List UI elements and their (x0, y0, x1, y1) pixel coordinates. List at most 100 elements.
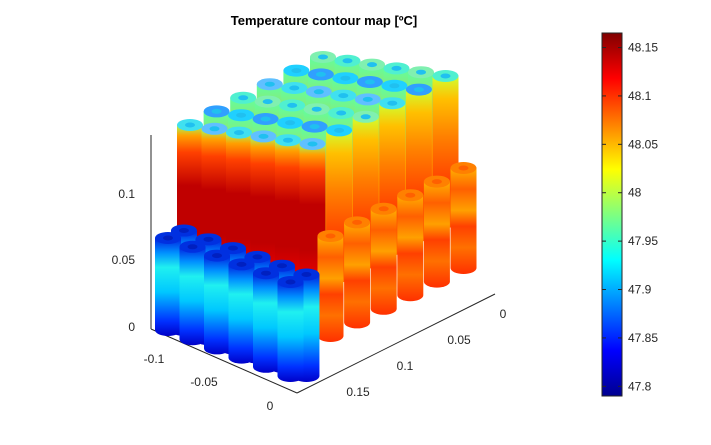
colorbar-ticks: 48.15 48.1 48.05 48 47.95 47.9 47.85 47.8 (602, 41, 658, 393)
cylinder (155, 232, 181, 336)
cylinder (423, 175, 450, 288)
cylinder-body (253, 273, 279, 373)
cylinder-cap-hole (391, 65, 402, 71)
cylinder-cap-hole (252, 254, 263, 260)
cylinder-cap-hole (307, 141, 318, 147)
cylinder (204, 249, 230, 355)
x-tick-label: -0.1 (144, 352, 165, 366)
cylinder (397, 189, 424, 302)
colorbar-tick-label: 47.8 (628, 379, 652, 393)
cylinder-cap-hole (352, 219, 363, 225)
cylinder-cap-hole (291, 68, 302, 74)
colorbar: 48.15 48.1 48.05 48 47.95 47.9 47.85 47.8 (601, 32, 658, 397)
cylinder (277, 276, 304, 382)
cylinder-cap-hole (211, 108, 222, 114)
x-axis-ticks: -0.1 -0.05 0 (144, 352, 274, 413)
cylinder (450, 162, 477, 274)
cylinder-cap-hole (416, 69, 426, 75)
cylinder-cap-hole (283, 137, 293, 143)
cylinder-body (275, 140, 301, 293)
cylinder-cap-hole (336, 110, 347, 116)
cylinder-array (155, 51, 477, 382)
y-tick-label: 0.05 (447, 333, 471, 347)
cylinder-body (155, 238, 181, 336)
cylinder-cap-hole (309, 124, 320, 130)
x-tick-label: -0.05 (190, 375, 218, 389)
cylinder-cap-hole (440, 73, 451, 79)
cylinder-cap-hole (203, 236, 214, 242)
cylinder-cap-hole (236, 112, 247, 118)
cylinder-cap-hole (342, 58, 353, 64)
cylinder-cap-hole (458, 165, 469, 171)
y-tick-label: 0 (500, 307, 507, 321)
cylinder-cap-hole (285, 120, 296, 126)
cylinder-cap-hole (378, 206, 389, 212)
cylinder-body (344, 222, 371, 329)
colorbar-tick-label: 47.85 (628, 331, 658, 345)
z-axis-ticks: 0.1 0.05 0 (112, 187, 136, 334)
cylinder-cap-hole (227, 245, 238, 251)
z-tick-label: 0.05 (112, 253, 136, 267)
cylinder-cap-hole (413, 87, 424, 93)
cylinder-cap-hole (185, 122, 195, 128)
y-axis-ticks: 0 0.05 0.1 0.15 (346, 307, 506, 399)
cylinder-cap-hole (262, 99, 273, 105)
cylinder-cap-hole (289, 85, 300, 91)
colorbar-tick-label: 48 (628, 186, 642, 200)
z-tick-label: 0.1 (118, 187, 135, 201)
cylinder-cap-hole (285, 279, 296, 285)
cylinder-cap-hole (311, 106, 322, 112)
cylinder-cap-hole (258, 133, 269, 139)
cylinder (228, 258, 255, 364)
cylinder-body (370, 208, 397, 315)
cylinder-body (317, 236, 344, 342)
x-tick-label: 0 (267, 399, 274, 413)
cylinder-body (450, 168, 477, 274)
cylinder-cap-hole (260, 116, 271, 122)
x-axis-line (150, 328, 298, 394)
colorbar-tick-label: 48.05 (628, 137, 658, 151)
cylinder-cap-hole (389, 83, 400, 89)
cylinder-cap-hole (364, 79, 375, 85)
colorbar-tick-label: 48.1 (628, 89, 652, 103)
cylinder-cap-hole (178, 228, 189, 234)
cylinder-body (397, 195, 424, 302)
cylinder-cap-hole (234, 130, 244, 136)
colorbar-tick-label: 48.15 (628, 41, 658, 55)
y-tick-label: 0.15 (346, 385, 370, 399)
colorbar-tick-label: 47.95 (628, 234, 658, 248)
chart-title: Temperature contour map [ºC] (231, 13, 418, 28)
cylinder-body (277, 282, 304, 382)
cylinder-cap-hole (405, 192, 416, 198)
cylinder-body (228, 264, 255, 364)
cylinder-cap-hole (236, 261, 247, 267)
cylinder-cap-hole (338, 93, 349, 99)
y-axis-line (296, 293, 496, 394)
axes (150, 135, 496, 394)
cylinder-cap-hole (187, 244, 198, 250)
cylinder (253, 267, 279, 373)
cylinder-cap-hole (318, 54, 328, 60)
cylinder-cap-hole (325, 233, 336, 239)
cylinder-cap-hole (334, 127, 345, 133)
cylinder-body (204, 255, 230, 355)
cylinder-body (423, 181, 450, 288)
cylinder (250, 130, 277, 289)
colorbar-bar (601, 32, 623, 397)
cylinder (275, 134, 301, 293)
cylinder-cap-hole (340, 75, 351, 81)
cylinder-body (179, 246, 206, 346)
cylinder-cap-hole (431, 179, 442, 185)
cylinder (344, 216, 371, 329)
z-tick-label: 0 (128, 320, 135, 334)
y-tick-label: 0.1 (397, 359, 414, 373)
cylinder-cap-hole (287, 102, 298, 108)
cylinder (179, 240, 206, 346)
cylinder-cap-hole (212, 253, 222, 259)
colorbar-tick-label: 47.9 (628, 283, 652, 297)
cylinder (317, 230, 344, 342)
cylinder-cap-hole (362, 96, 373, 102)
cylinder-cap-hole (163, 235, 173, 241)
cylinder-cap-hole (387, 100, 398, 106)
cylinder-cap-hole (367, 62, 377, 68)
